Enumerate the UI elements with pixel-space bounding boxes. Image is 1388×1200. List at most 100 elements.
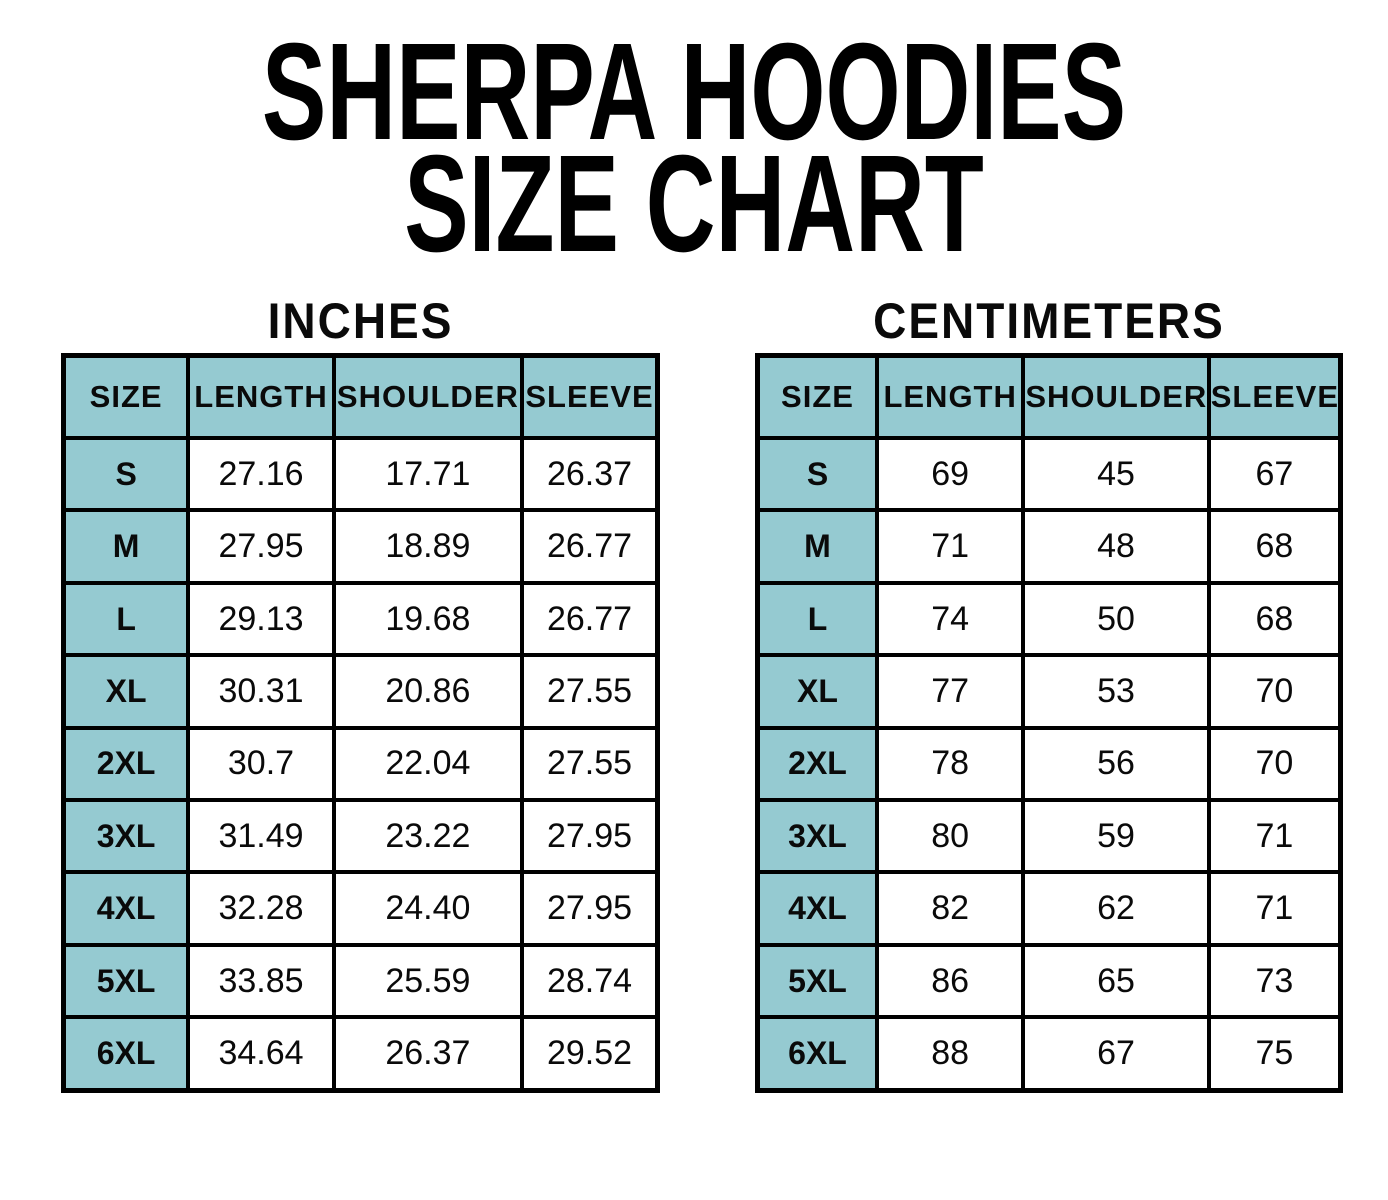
measurement-value-cell: 27.95	[186, 508, 336, 585]
size-label-cell: L	[61, 580, 191, 658]
table-row: S 27.16 17.71 26.37	[61, 435, 660, 513]
measurement-value-cell: 68	[1206, 580, 1343, 658]
measurement-value-cell: 70	[1206, 725, 1343, 803]
measurement-value-cell: 33.85	[186, 942, 336, 1020]
column-header-sleeve: SLEEVE	[520, 353, 660, 440]
measurement-value-cell: 27.95	[520, 870, 660, 947]
measurement-value-cell: 80	[874, 798, 1026, 875]
measurement-value-cell: 68	[1206, 508, 1343, 585]
table-row: S 69 45 67	[755, 435, 1343, 513]
measurement-value-cell: 20.86	[331, 653, 525, 730]
measurement-value-cell: 69	[874, 435, 1026, 513]
measurement-value-cell: 18.89	[331, 508, 525, 585]
inches-heading: INCHES	[267, 292, 454, 349]
size-label-cell: 5XL	[61, 942, 191, 1020]
measurement-value-cell: 26.37	[520, 435, 660, 513]
measurement-value-cell: 30.7	[186, 725, 336, 803]
page-title: SHERPA HOODIES SIZE CHART	[0, 15, 1388, 281]
measurement-value-cell: 73	[1206, 942, 1343, 1020]
measurement-value-cell: 32.28	[186, 870, 336, 947]
column-header-shoulder: SHOULDER	[1021, 353, 1211, 440]
table-row: XL 30.31 20.86 27.55	[61, 653, 660, 730]
table-row: M 27.95 18.89 26.77	[61, 508, 660, 585]
table-row: 5XL 33.85 25.59 28.74	[61, 942, 660, 1020]
table-row: M 71 48 68	[755, 508, 1343, 585]
measurement-value-cell: 74	[874, 580, 1026, 658]
table-row: L 74 50 68	[755, 580, 1343, 658]
size-label-cell: 2XL	[61, 725, 191, 803]
size-label-cell: XL	[61, 653, 191, 730]
measurement-value-cell: 29.52	[520, 1015, 660, 1093]
measurement-value-cell: 19.68	[331, 580, 525, 658]
measurement-value-cell: 27.55	[520, 725, 660, 803]
measurement-value-cell: 45	[1021, 435, 1211, 513]
measurement-value-cell: 23.22	[331, 798, 525, 875]
centimeters-table-header: SIZE LENGTH SHOULDER SLEEVE	[755, 353, 1343, 440]
table-row: L 29.13 19.68 26.77	[61, 580, 660, 658]
measurement-value-cell: 50	[1021, 580, 1211, 658]
measurement-value-cell: 71	[1206, 870, 1343, 947]
column-header-length: LENGTH	[186, 353, 336, 440]
measurement-value-cell: 26.77	[520, 508, 660, 585]
table-row: 3XL 31.49 23.22 27.95	[61, 798, 660, 875]
measurement-value-cell: 77	[874, 653, 1026, 730]
measurement-value-cell: 70	[1206, 653, 1343, 730]
table-row: XL 77 53 70	[755, 653, 1343, 730]
measurement-value-cell: 71	[1206, 798, 1343, 875]
table-row: 6XL 88 67 75	[755, 1015, 1343, 1093]
measurement-value-cell: 22.04	[331, 725, 525, 803]
measurement-value-cell: 53	[1021, 653, 1211, 730]
table-row: 2XL 30.7 22.04 27.55	[61, 725, 660, 803]
centimeters-heading: CENTIMETERS	[873, 292, 1225, 349]
size-label-cell: 4XL	[755, 870, 879, 947]
measurement-value-cell: 78	[874, 725, 1026, 803]
size-label-cell: S	[755, 435, 879, 513]
measurement-value-cell: 71	[874, 508, 1026, 585]
column-header-size: SIZE	[755, 353, 879, 440]
measurement-value-cell: 34.64	[186, 1015, 336, 1093]
measurement-value-cell: 29.13	[186, 580, 336, 658]
measurement-value-cell: 25.59	[331, 942, 525, 1020]
size-label-cell: 3XL	[755, 798, 879, 875]
size-label-cell: XL	[755, 653, 879, 730]
centimeters-table-body: S 69 45 67 M 71 48 68 L 74 50 68 XL 77 53 70 2XL 78 56 70 3X…	[755, 435, 1343, 1093]
measurement-value-cell: 27.95	[520, 798, 660, 875]
size-label-cell: 3XL	[61, 798, 191, 875]
measurement-value-cell: 30.31	[186, 653, 336, 730]
measurement-value-cell: 67	[1206, 435, 1343, 513]
size-label-cell: M	[61, 508, 191, 585]
measurement-value-cell: 56	[1021, 725, 1211, 803]
measurement-value-cell: 86	[874, 942, 1026, 1020]
table-row: 6XL 34.64 26.37 29.52	[61, 1015, 660, 1093]
page-title-line-2: SIZE CHART	[404, 127, 984, 281]
table-row: 4XL 82 62 71	[755, 870, 1343, 947]
table-row: 2XL 78 56 70	[755, 725, 1343, 803]
measurement-value-cell: 17.71	[331, 435, 525, 513]
page-title-line-1: SHERPA HOODIES	[261, 15, 1127, 169]
size-label-cell: 6XL	[61, 1015, 191, 1093]
table-row: 4XL 32.28 24.40 27.95	[61, 870, 660, 947]
measurement-value-cell: 67	[1021, 1015, 1211, 1093]
measurement-value-cell: 82	[874, 870, 1026, 947]
measurement-value-cell: 48	[1021, 508, 1211, 585]
measurement-value-cell: 27.55	[520, 653, 660, 730]
inches-table-body: S 27.16 17.71 26.37 M 27.95 18.89 26.77 L 29.13 19…	[61, 435, 660, 1093]
size-label-cell: 2XL	[755, 725, 879, 803]
measurement-value-cell: 88	[874, 1015, 1026, 1093]
size-label-cell: S	[61, 435, 191, 513]
table-row: 3XL 80 59 71	[755, 798, 1343, 875]
measurement-value-cell: 75	[1206, 1015, 1343, 1093]
measurement-value-cell: 27.16	[186, 435, 336, 513]
measurement-value-cell: 31.49	[186, 798, 336, 875]
size-label-cell: 4XL	[61, 870, 191, 947]
column-header-shoulder: SHOULDER	[331, 353, 525, 440]
column-header-sleeve: SLEEVE	[1206, 353, 1343, 440]
measurement-value-cell: 65	[1021, 942, 1211, 1020]
inches-table-header: SIZE LENGTH SHOULDER SLEEVE	[61, 353, 660, 440]
centimeters-size-table: SIZE LENGTH SHOULDER SLEEVE S 69 45 67 M 71 48 68 L…	[755, 353, 1343, 1093]
measurement-value-cell: 59	[1021, 798, 1211, 875]
table-row: 5XL 86 65 73	[755, 942, 1343, 1020]
size-label-cell: L	[755, 580, 879, 658]
measurement-value-cell: 26.77	[520, 580, 660, 658]
measurement-value-cell: 26.37	[331, 1015, 525, 1093]
